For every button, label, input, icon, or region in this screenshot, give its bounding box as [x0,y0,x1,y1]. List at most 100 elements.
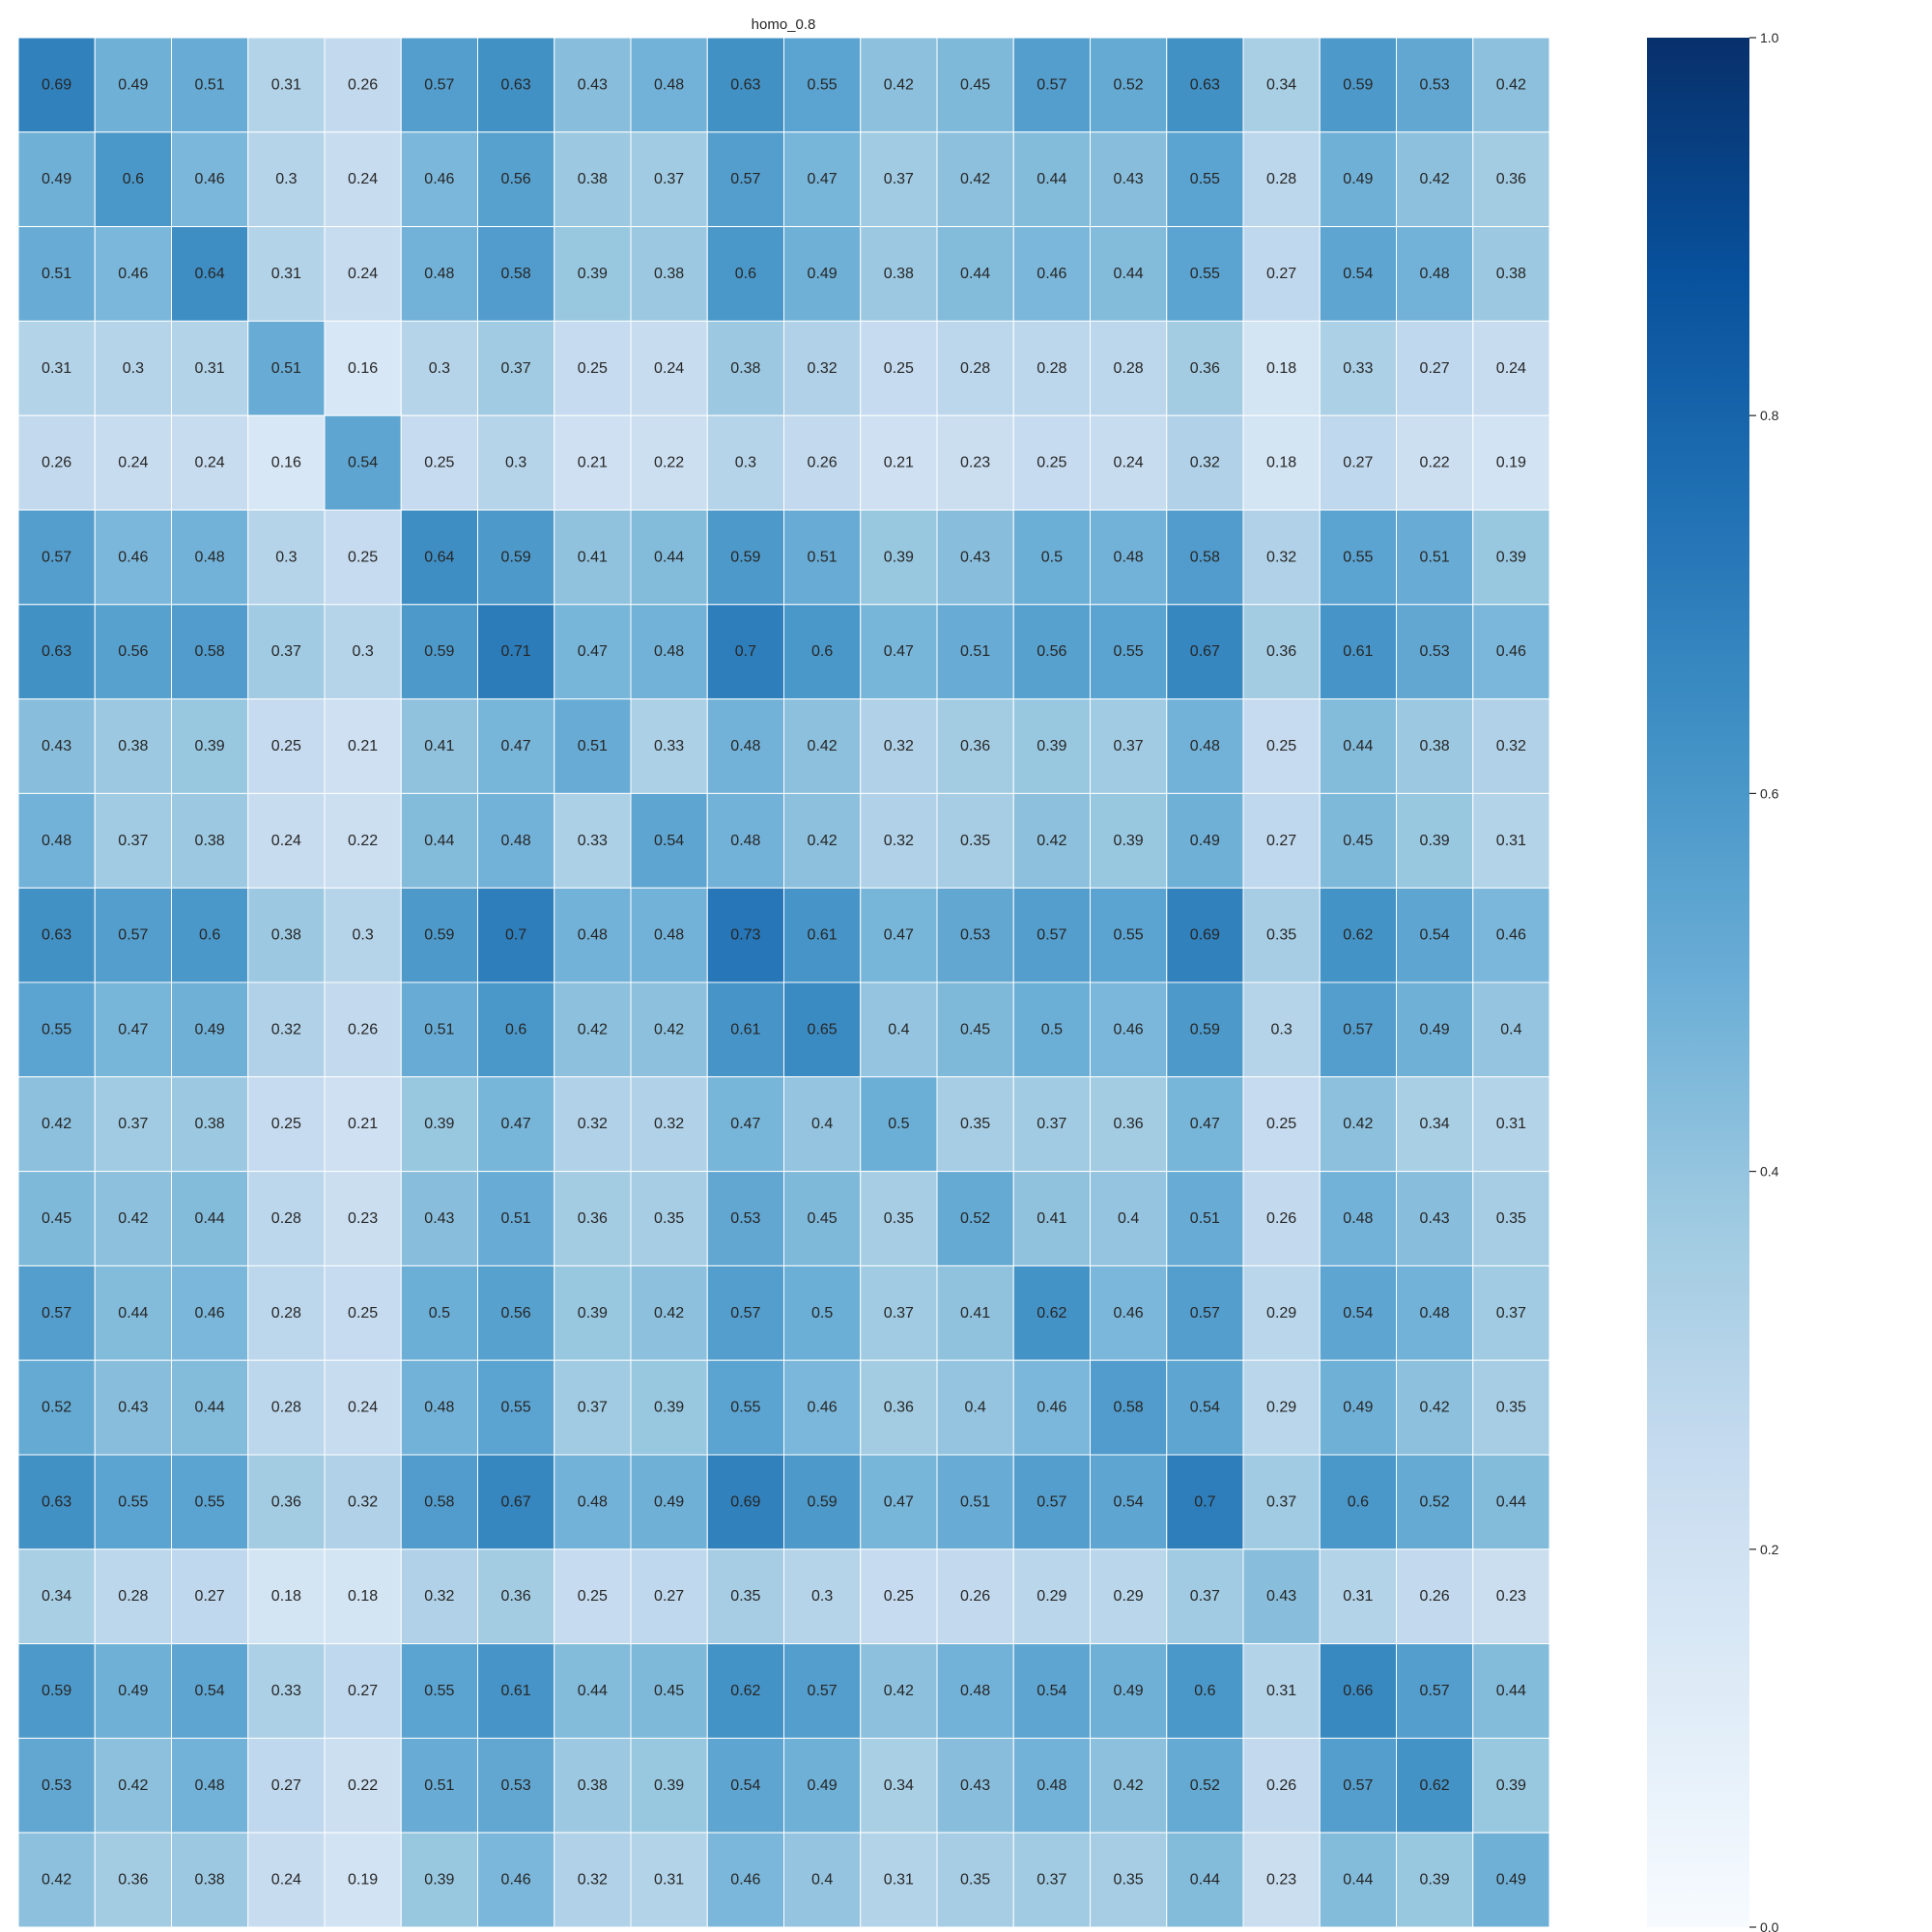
cell-value-label: 0.31 [271,76,301,93]
cell-value-label: 0.24 [271,1872,301,1889]
heatmap-cell [94,698,172,794]
heatmap-cell [400,131,478,228]
heatmap-cell [630,887,708,983]
heatmap-cell [324,320,402,416]
colorbar-tick-label: 0.8 [1760,408,1779,423]
heatmap-cell [860,1264,938,1361]
heatmap-cell [1166,226,1244,322]
heatmap-cell [1472,981,1550,1078]
heatmap-cell [1319,981,1397,1078]
cell-value-label: 0.36 [578,1210,608,1227]
heatmap-cell [171,1737,249,1833]
heatmap-cell [1012,887,1091,983]
heatmap-cell [94,1264,172,1361]
heatmap-cell [1166,37,1244,133]
heatmap-cell [860,1454,938,1550]
colorbar-tick-label: 1.0 [1760,30,1779,45]
cell-value-label: 0.36 [1266,643,1296,660]
heatmap-cell [860,887,938,983]
heatmap-cell [1090,792,1168,889]
cell-value-label: 0.46 [118,266,148,282]
cell-value-label: 0.39 [654,1777,684,1794]
cell-value-label: 0.36 [1114,1116,1144,1132]
cell-value-label: 0.48 [1343,1210,1373,1227]
cell-value-label: 0.31 [654,1872,684,1889]
cell-value-label: 0.51 [578,738,608,754]
cell-value-label: 0.25 [1037,455,1066,471]
heatmap-cell [1472,226,1550,322]
heatmap-cell [17,131,96,228]
heatmap-cell [324,1548,402,1645]
cell-value-label: 0.6 [735,266,756,282]
heatmap-cell [936,37,1014,133]
heatmap-cell [1090,1832,1168,1928]
heatmap-cell [94,1737,172,1833]
cell-value-label: 0.26 [348,1021,378,1037]
cell-value-label: 0.31 [1496,1116,1526,1132]
heatmap-cell [630,320,708,416]
heatmap-cell [706,1264,784,1361]
heatmap-cell [936,887,1014,983]
heatmap-cell [1012,604,1091,700]
heatmap-cell [247,1171,326,1266]
heatmap-cell [860,37,938,133]
heatmap-cell [1166,414,1244,511]
cell-value-label: 0.51 [960,1493,990,1510]
cell-value-label: 0.32 [1190,455,1220,471]
heatmap-cell [554,1548,632,1645]
heatmap-cell [1472,1454,1550,1550]
cell-value-label: 0.43 [960,1777,990,1794]
cell-value-label: 0.33 [271,1683,301,1699]
cell-value-label: 0.42 [1114,1777,1144,1794]
cell-value-label: 0.61 [501,1683,531,1699]
cell-value-label: 0.49 [1114,1683,1144,1699]
cell-value-label: 0.39 [1420,1872,1450,1889]
cell-value-label: 0.73 [730,927,760,944]
cell-value-label: 0.54 [1343,266,1373,282]
heatmap-cell [324,1076,402,1173]
cell-value-label: 0.24 [195,455,225,471]
heatmap-cell [400,981,478,1078]
heatmap-cell [1242,1264,1321,1361]
cell-value-label: 0.27 [348,1683,378,1699]
cell-value-label: 0.26 [1420,1588,1450,1605]
heatmap-cell [400,1737,478,1833]
cell-value-label: 0.48 [1420,1305,1450,1321]
cell-value-label: 0.43 [960,549,990,565]
cell-value-label: 0.33 [654,738,684,754]
cell-value-label: 0.27 [195,1588,225,1605]
cell-value-label: 0.44 [424,833,454,849]
heatmap-cell [400,1548,478,1645]
heatmap-cell [1012,320,1091,416]
cell-value-label: 0.34 [1266,76,1296,93]
heatmap-cell [783,414,862,511]
cell-value-label: 0.48 [501,833,531,849]
heatmap-cell [400,1643,478,1739]
heatmap-cell [936,131,1014,228]
cell-value-label: 0.44 [654,549,684,565]
heatmap-cell [1319,1548,1397,1645]
cell-value-label: 0.6 [1348,1493,1369,1510]
heatmap-cell [554,1264,632,1361]
cell-value-label: 0.57 [808,1683,838,1699]
heatmap-cell [1396,1643,1474,1739]
cell-value-label: 0.57 [730,171,760,187]
cell-value-label: 0.46 [730,1872,760,1889]
heatmap-cell [400,1264,478,1361]
heatmap-cell [1090,226,1168,322]
cell-value-label: 0.32 [271,1021,301,1037]
cell-value-label: 0.58 [195,643,225,660]
cell-value-label: 0.67 [501,1493,531,1510]
cell-value-label: 0.59 [1190,1021,1220,1037]
heatmap-cell [706,131,784,228]
heatmap-cell [630,37,708,133]
cell-value-label: 0.38 [271,927,301,944]
heatmap-cell [171,320,249,416]
heatmap-cell [1166,1548,1244,1645]
heatmap-cell [1396,509,1474,606]
cell-value-label: 0.39 [1496,1777,1526,1794]
heatmap-cell [936,1548,1014,1645]
cell-value-label: 0.42 [654,1305,684,1321]
heatmap-cell [17,1076,96,1173]
heatmap-cell [1396,226,1474,322]
